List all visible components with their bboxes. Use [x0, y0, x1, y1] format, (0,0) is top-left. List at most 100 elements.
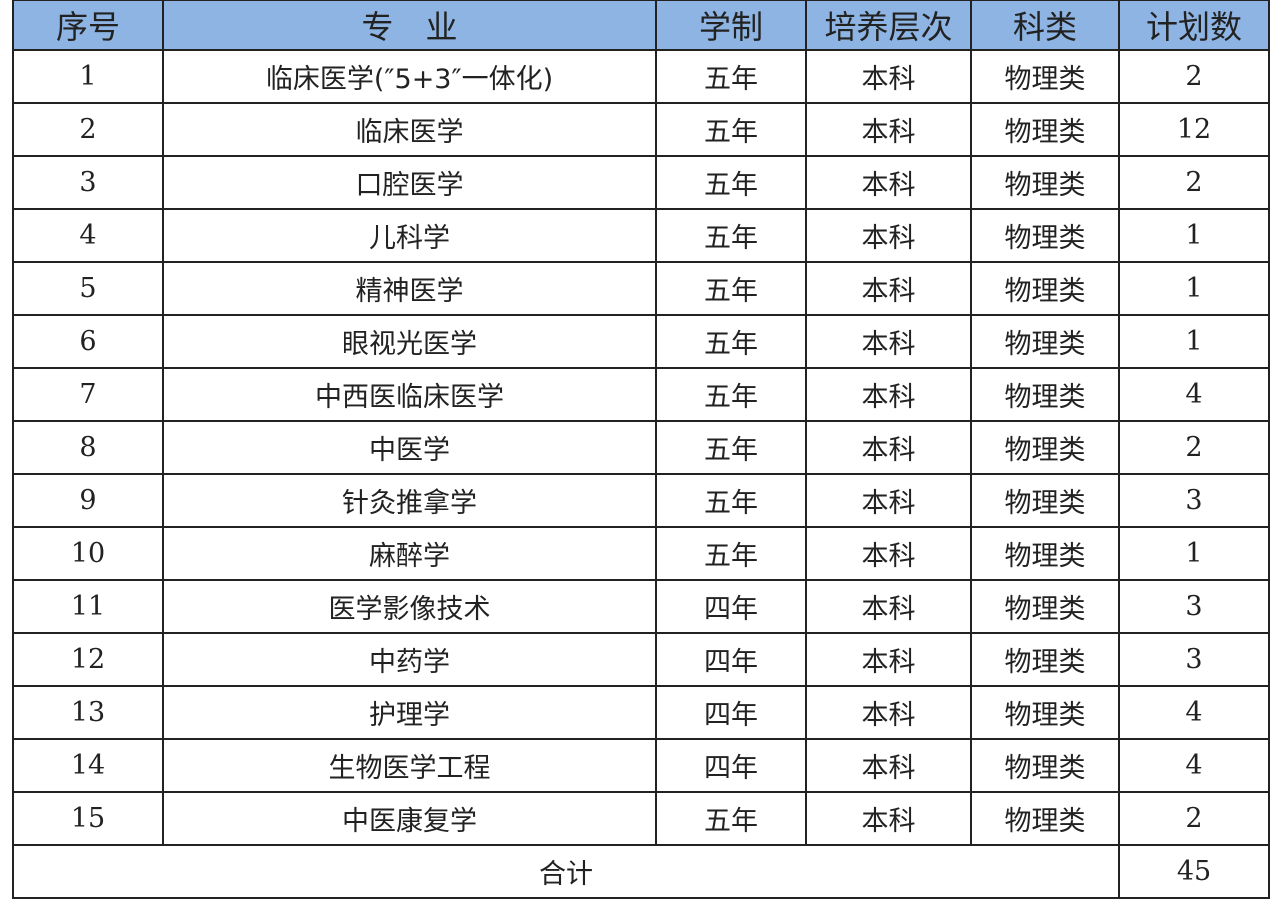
cell-category: 物理类: [970, 420, 1120, 475]
cell-index: 15: [12, 791, 164, 846]
header-major: 专 业: [162, 0, 657, 51]
cell-duration: 五年: [655, 49, 807, 104]
cell-category: 物理类: [970, 208, 1120, 263]
cell-quota: 4: [1118, 685, 1270, 740]
cell-category: 物理类: [970, 261, 1120, 316]
table-row: 10 麻醉学 五年 本科 物理类 1: [12, 526, 1270, 581]
cell-quota: 2: [1118, 49, 1270, 104]
cell-index: 7: [12, 367, 164, 422]
cell-quota: 1: [1118, 208, 1270, 263]
cell-level: 本科: [805, 791, 972, 846]
total-value: 45: [1118, 844, 1270, 899]
cell-quota: 2: [1118, 791, 1270, 846]
cell-duration: 四年: [655, 632, 807, 687]
cell-quota: 4: [1118, 367, 1270, 422]
cell-duration: 五年: [655, 155, 807, 210]
cell-level: 本科: [805, 102, 972, 157]
cell-index: 14: [12, 738, 164, 793]
cell-major: 中医康复学: [162, 791, 657, 846]
cell-category: 物理类: [970, 526, 1120, 581]
cell-quota: 2: [1118, 155, 1270, 210]
header-index: 序号: [12, 0, 164, 51]
cell-index: 13: [12, 685, 164, 740]
cell-level: 本科: [805, 208, 972, 263]
cell-major: 口腔医学: [162, 155, 657, 210]
table-row: 7 中西医临床医学 五年 本科 物理类 4: [12, 367, 1270, 422]
cell-category: 物理类: [970, 367, 1120, 422]
cell-index: 1: [12, 49, 164, 104]
table-row: 13 护理学 四年 本科 物理类 4: [12, 685, 1270, 740]
cell-index: 5: [12, 261, 164, 316]
cell-major: 生物医学工程: [162, 738, 657, 793]
cell-level: 本科: [805, 579, 972, 634]
table-row: 3 口腔医学 五年 本科 物理类 2: [12, 155, 1270, 210]
cell-duration: 四年: [655, 579, 807, 634]
cell-level: 本科: [805, 155, 972, 210]
cell-index: 11: [12, 579, 164, 634]
cell-duration: 五年: [655, 473, 807, 528]
cell-level: 本科: [805, 420, 972, 475]
cell-major: 临床医学(″5+3″一体化): [162, 49, 657, 104]
table-row: 4 儿科学 五年 本科 物理类 1: [12, 208, 1270, 263]
cell-quota: 12: [1118, 102, 1270, 157]
cell-index: 9: [12, 473, 164, 528]
cell-quota: 4: [1118, 738, 1270, 793]
cell-major: 临床医学: [162, 102, 657, 157]
table-row: 9 针灸推拿学 五年 本科 物理类 3: [12, 473, 1270, 528]
cell-index: 4: [12, 208, 164, 263]
table-row: 11 医学影像技术 四年 本科 物理类 3: [12, 579, 1270, 634]
cell-category: 物理类: [970, 738, 1120, 793]
cell-index: 8: [12, 420, 164, 475]
cell-category: 物理类: [970, 579, 1120, 634]
cell-category: 物理类: [970, 632, 1120, 687]
cell-quota: 3: [1118, 473, 1270, 528]
cell-quota: 3: [1118, 579, 1270, 634]
cell-level: 本科: [805, 473, 972, 528]
cell-category: 物理类: [970, 102, 1120, 157]
cell-category: 物理类: [970, 314, 1120, 369]
table-row: 14 生物医学工程 四年 本科 物理类 4: [12, 738, 1270, 793]
header-category: 科类: [970, 0, 1120, 51]
cell-level: 本科: [805, 685, 972, 740]
cell-major: 针灸推拿学: [162, 473, 657, 528]
table-row: 12 中药学 四年 本科 物理类 3: [12, 632, 1270, 687]
cell-level: 本科: [805, 367, 972, 422]
cell-quota: 3: [1118, 632, 1270, 687]
cell-index: 2: [12, 102, 164, 157]
cell-level: 本科: [805, 49, 972, 104]
enrollment-plan-table: 序号专 业学制 培养层次 科类 计划数 1 临床医学(″5+3″一体化) 五年 本科 物理类 2…: [12, 0, 1270, 899]
cell-duration: 五年: [655, 208, 807, 263]
header-quota: 计划数: [1118, 0, 1270, 51]
cell-category: 物理类: [970, 155, 1120, 210]
cell-duration: 五年: [655, 314, 807, 369]
cell-duration: 五年: [655, 102, 807, 157]
cell-quota: 1: [1118, 261, 1270, 316]
cell-major: 医学影像技术: [162, 579, 657, 634]
cell-level: 本科: [805, 738, 972, 793]
total-row: 合计 45: [12, 844, 1270, 899]
cell-duration: 四年: [655, 685, 807, 740]
cell-level: 本科: [805, 314, 972, 369]
cell-category: 物理类: [970, 473, 1120, 528]
cell-category: 物理类: [970, 685, 1120, 740]
header-level: 培养层次: [805, 0, 972, 51]
table-row: 1 临床医学(″5+3″一体化) 五年 本科 物理类 2: [12, 49, 1270, 104]
total-label: 合计: [12, 844, 1120, 899]
cell-index: 10: [12, 526, 164, 581]
cell-quota: 1: [1118, 314, 1270, 369]
header-duration: 学制: [655, 0, 807, 51]
cell-quota: 2: [1118, 420, 1270, 475]
table-row: 6 眼视光医学 五年 本科 物理类 1: [12, 314, 1270, 369]
cell-duration: 五年: [655, 261, 807, 316]
cell-index: 12: [12, 632, 164, 687]
cell-duration: 五年: [655, 791, 807, 846]
table-row: 2 临床医学 五年 本科 物理类 12: [12, 102, 1270, 157]
cell-major: 精神医学: [162, 261, 657, 316]
table-row: 8 中医学 五年 本科 物理类 2: [12, 420, 1270, 475]
cell-major: 儿科学: [162, 208, 657, 263]
table-row: 15 中医康复学 五年 本科 物理类 2: [12, 791, 1270, 846]
cell-major: 中西医临床医学: [162, 367, 657, 422]
cell-index: 6: [12, 314, 164, 369]
cell-duration: 五年: [655, 526, 807, 581]
cell-level: 本科: [805, 261, 972, 316]
